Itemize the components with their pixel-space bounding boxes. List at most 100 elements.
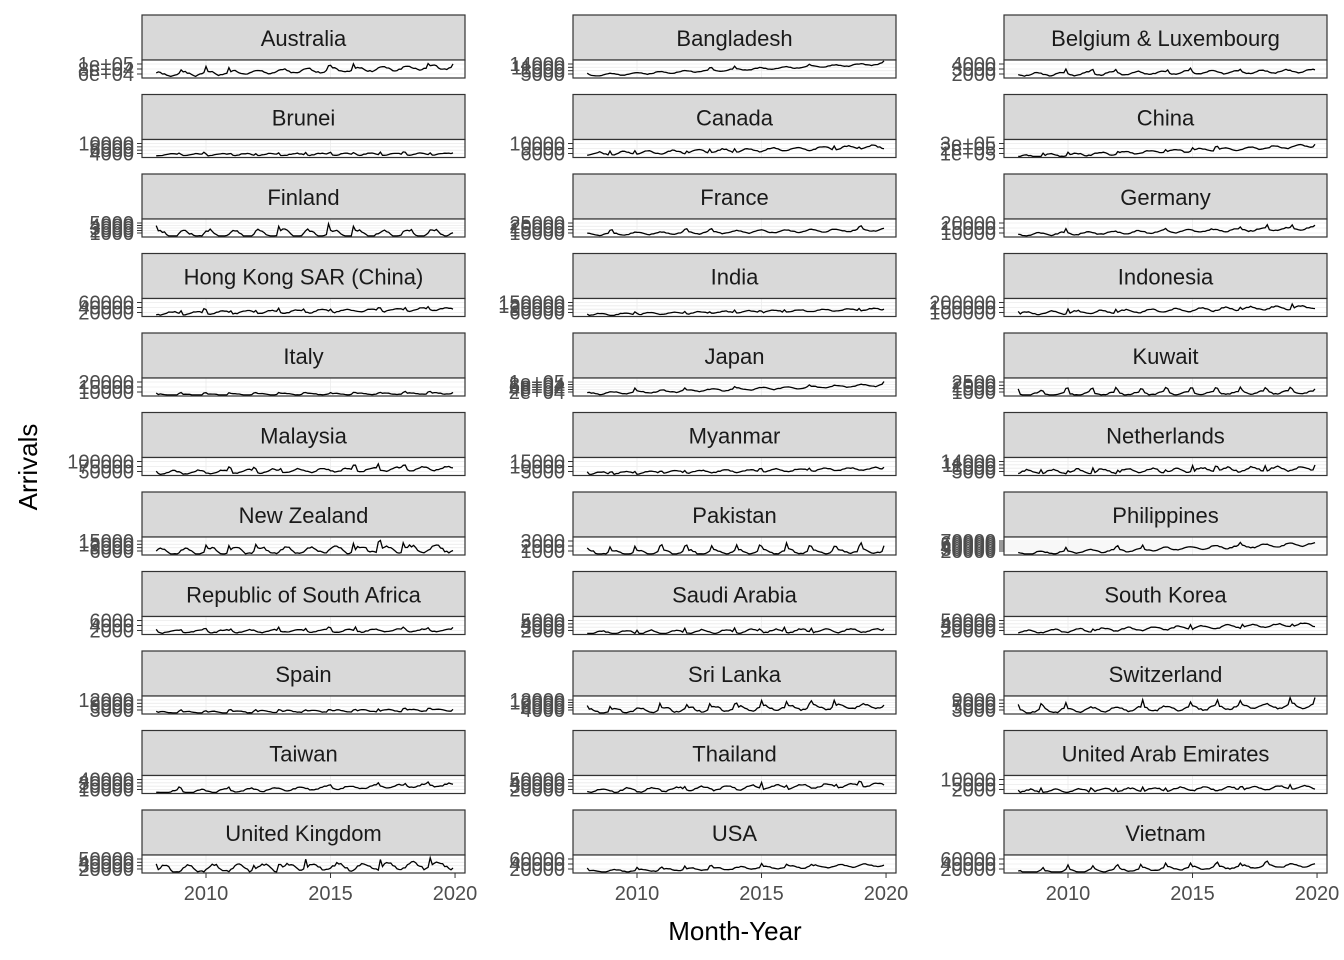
x-tick-label: 2020: [864, 883, 909, 905]
y-tick-label: 5000: [521, 64, 566, 86]
y-tick-label: 2000: [90, 621, 135, 643]
y-tick-label: 6000: [521, 698, 566, 720]
facet-title: Brunei: [272, 106, 336, 131]
facet-title: Saudi Arabia: [672, 583, 798, 608]
y-tick-label: 8000: [521, 61, 566, 83]
y-tick-label: 11000: [511, 57, 565, 79]
facet-border: [141, 138, 466, 159]
y-tick-label: 120000: [498, 296, 565, 318]
y-tick-label: 6000: [90, 140, 135, 162]
x-tick-label: 2015: [1170, 883, 1215, 905]
y-tick-label: 15000: [78, 377, 134, 399]
facet-strip: [141, 14, 466, 61]
y-tick-label: 150000: [929, 298, 996, 320]
y-tick-label: 50000: [509, 770, 565, 792]
y-tick-label: 9000: [90, 538, 135, 560]
facet-title: Pakistan: [692, 503, 776, 528]
facet-plot-area: [142, 537, 465, 555]
facet-title: Bangladesh: [676, 26, 792, 51]
facet-title: Hong Kong SAR (China): [184, 265, 424, 290]
series-line: [155, 390, 454, 396]
y-tick-label: 14000: [509, 54, 565, 76]
y-tick-label: 6000: [90, 541, 135, 563]
facet-grid: Australia1e+058e+046e+04Bangladesh140001…: [67, 14, 1328, 881]
facet-border: [572, 774, 897, 795]
facet-title: Thailand: [692, 742, 776, 767]
y-tick-label: 50000: [78, 462, 134, 484]
y-tick-label: 50000: [940, 611, 996, 633]
y-tick-label: 25000: [509, 213, 565, 235]
facet-plot-area: [1004, 616, 1327, 635]
y-tick-label: 75000: [78, 457, 134, 479]
facet-title: Canada: [696, 106, 774, 131]
facet-title: New Zealand: [239, 503, 369, 528]
series-line: [155, 462, 454, 476]
y-tick-label: 30000: [78, 773, 134, 795]
facet-strip: [572, 93, 897, 141]
y-tick-label: 20000: [78, 372, 134, 394]
x-tick-label: 2015: [308, 883, 353, 905]
facet-border: [141, 854, 466, 874]
y-tick-label: 2500: [952, 372, 997, 394]
y-tick-label: 2e+05: [940, 139, 996, 161]
facet-border: [1003, 138, 1328, 159]
y-tick-label: 40000: [78, 770, 134, 792]
y-tick-label: 4000: [521, 614, 566, 636]
facet-border: [1003, 59, 1328, 79]
series-line: [155, 855, 454, 873]
y-tick-label: 20000: [78, 776, 134, 798]
y-tick-label: 20000: [78, 303, 134, 325]
y-tick-label: 3e+05: [940, 134, 996, 156]
y-tick-label: 2000: [952, 780, 997, 802]
y-tick-label: 50000: [78, 849, 134, 871]
facet-border: [1003, 695, 1328, 715]
y-tick-label: 20000: [940, 541, 996, 563]
y-tick-label: 40000: [940, 537, 996, 559]
x-tick-label: 2010: [615, 883, 660, 905]
y-tick-label: 5000: [952, 462, 997, 484]
facet-strip: [141, 570, 466, 618]
y-tick-label: 15000: [509, 220, 565, 242]
y-tick-label: 60000: [509, 849, 565, 871]
facet-title: USA: [712, 821, 758, 846]
facet-strip: [1003, 14, 1328, 61]
y-tick-label: 40000: [78, 298, 134, 320]
facet-strip: [572, 570, 897, 618]
facet-border: [572, 695, 897, 715]
series-line: [155, 62, 454, 78]
y-tick-label: 5000: [521, 611, 566, 633]
facet-strip: [1003, 809, 1328, 856]
y-tick-label: 3000: [952, 700, 997, 722]
series-line: [586, 60, 885, 77]
y-tick-label: 20000: [940, 621, 996, 643]
y-tick-label: 10000: [940, 770, 996, 792]
facet-border: [572, 456, 897, 477]
facet-title: Spain: [275, 662, 331, 687]
y-tick-label: 1e+05: [509, 372, 565, 394]
facet-border: [141, 774, 466, 795]
series-line: [586, 862, 885, 873]
y-tick-label: 40000: [509, 773, 565, 795]
y-tick-label: 8000: [90, 137, 135, 159]
series-line: [1017, 463, 1316, 475]
y-tick-label: 11000: [942, 455, 996, 477]
series-line: [1017, 783, 1316, 794]
y-tick-label: 8e+04: [509, 375, 565, 397]
facet-border: [572, 536, 897, 556]
y-tick-label: 3000: [521, 531, 566, 553]
facet-strip: [572, 411, 897, 459]
